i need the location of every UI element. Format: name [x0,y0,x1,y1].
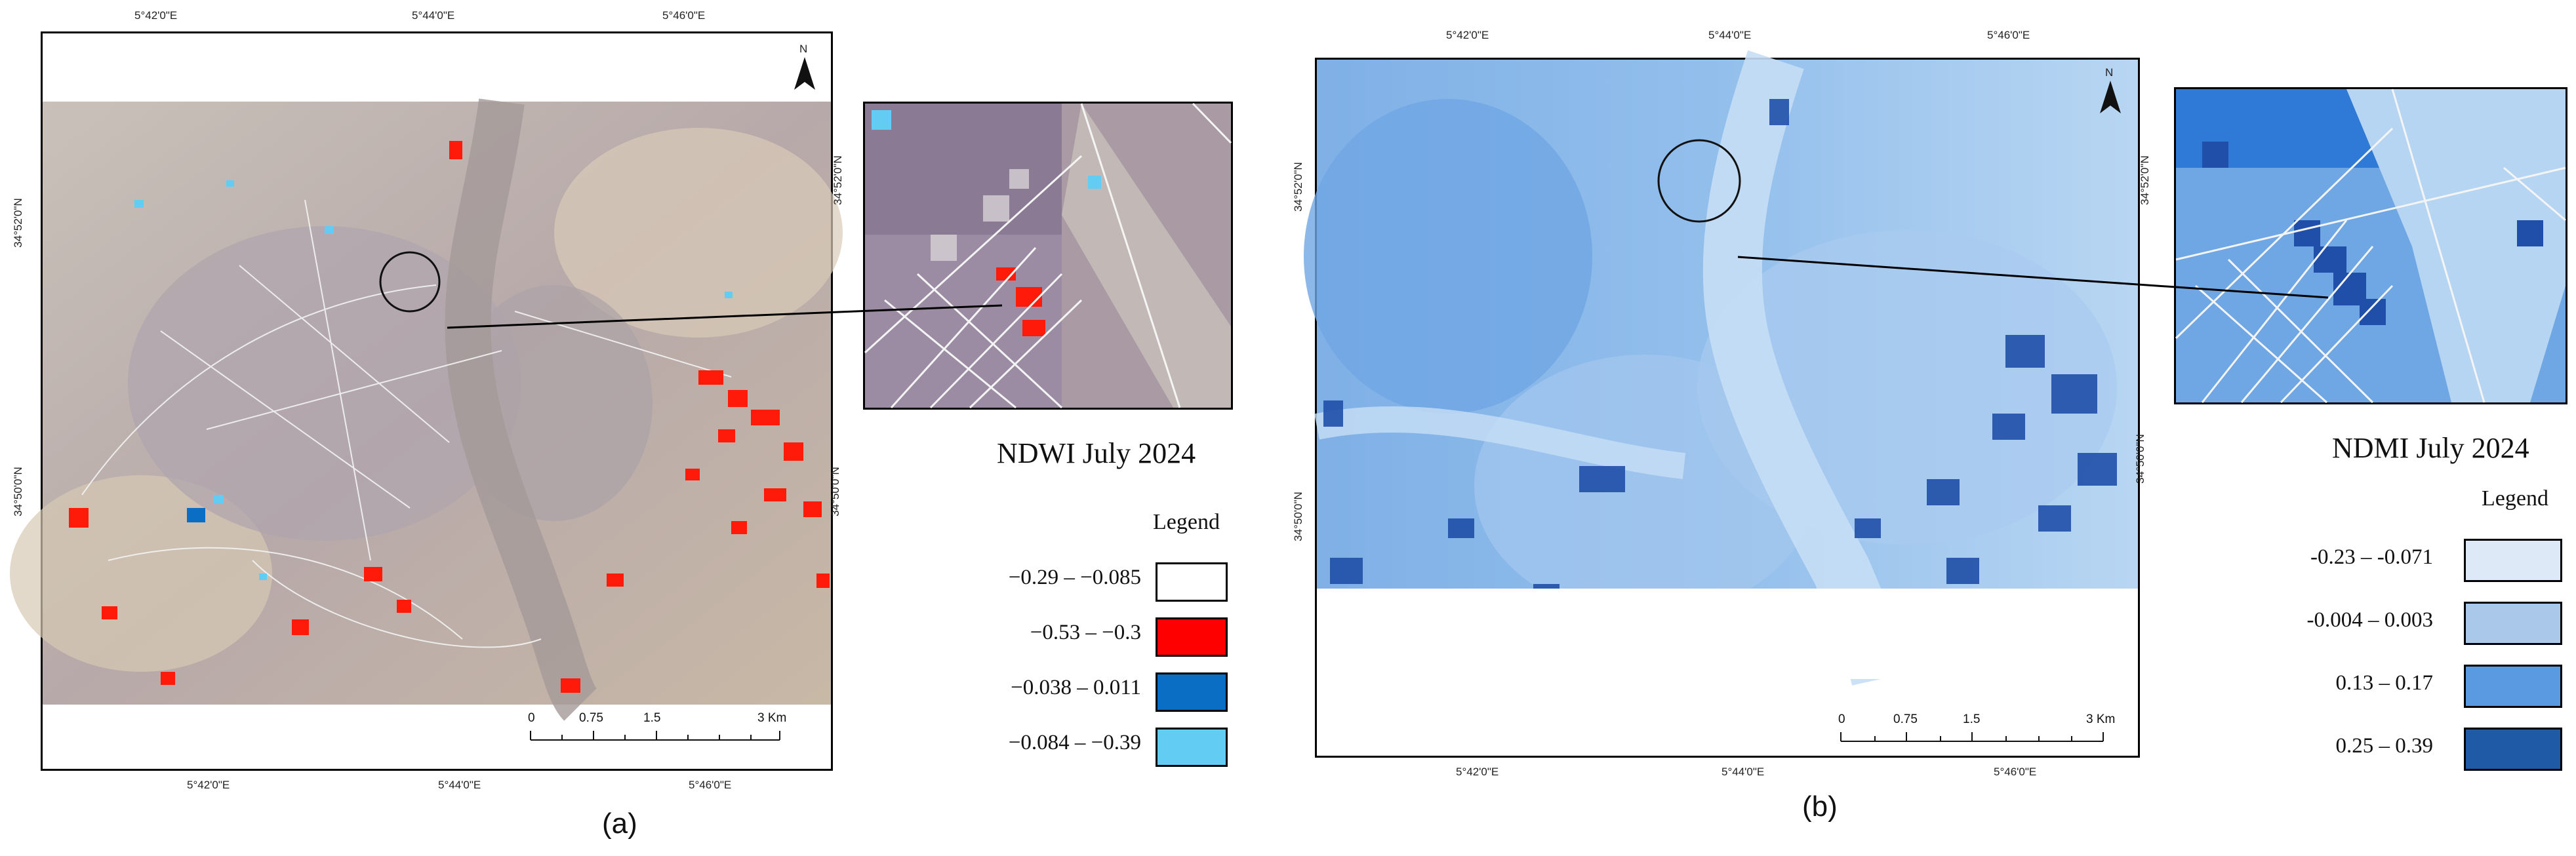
scale-mark-1: 0.75 [579,711,603,725]
scale-mark-3: 3 Km [2086,712,2116,726]
ndmi-legend-label-4: 0.25 – 0.39 [2335,734,2434,758]
left-tick-2: 34°50'0"N [11,467,24,516]
bottom-tick-3: 5°46'0"E [689,779,732,791]
inset-right-tick: 34°52'0"N [2138,155,2151,205]
ndwi-map-title: NDWI July 2024 [997,437,1196,469]
left-tick-1: 34°52'0"N [1291,162,1304,212]
ndmi-map-frame: N 0 0.75 1.5 3 Km [1304,50,2140,758]
ndmi-map-title: NDMI July 2024 [2332,432,2529,464]
north-arrow-icon [794,57,815,90]
ndmi-legend-label-2: -0.004 – 0.003 [2306,608,2434,632]
bottom-tick-3: 5°46'0"E [1994,766,2037,778]
right-tick-1: 34°50'0"N [828,467,841,516]
top-tick-1: 5°42'0"E [134,9,178,22]
ndmi-inset-image [2175,88,2566,404]
top-tick-2: 5°44'0"E [1708,29,1752,41]
ndwi-legend-label-4: −0.084 – −0.39 [1008,731,1141,754]
panel-b-label: (b) [1802,790,1838,823]
ndmi-satellite-image [1304,50,2138,686]
top-tick-3: 5°46'0"E [1987,29,2030,41]
ndwi-legend-swatch-4 [1156,728,1228,767]
north-label: N [799,43,808,55]
scale-mark-0: 0 [528,711,535,725]
ndwi-inset-frame [863,102,1233,410]
ndwi-legend-label-2: −0.53 – −0.3 [1030,621,1141,644]
ndwi-legend-heading: Legend [1153,510,1220,534]
bottom-tick-2: 5°44'0"E [1721,766,1765,778]
ndwi-legend-swatch-2 [1156,617,1228,657]
ndmi-legend-swatch-4 [2464,728,2562,771]
ndmi-legend-swatch-3 [2464,665,2562,708]
zoom-connector-line [447,304,1003,329]
ndwi-legend-swatch-1 [1156,562,1228,602]
ndmi-inset-frame [2174,87,2567,404]
top-tick-3: 5°46'0"E [662,9,706,22]
north-label: N [2105,66,2114,79]
ndwi-inset-image [864,102,1232,409]
ndwi-legend-label-1: −0.29 – −0.085 [1008,566,1141,589]
bottom-tick-1: 5°42'0"E [187,779,230,791]
left-tick-2: 34°50'0"N [1291,492,1304,541]
scale-bar: 0 0.75 1.5 3 Km [528,711,790,750]
inset-right-tick: 34°52'0"N [831,155,844,205]
north-arrow: N [792,43,818,95]
scale-mark-3: 3 Km [757,711,787,725]
left-tick-1: 34°52'0"N [11,198,24,248]
ndmi-legend-label-1: -0.23 – -0.071 [2310,545,2433,569]
ndmi-legend-swatch-2 [2464,602,2562,645]
scale-bar-line [1840,732,2104,742]
ndwi-map-frame: N 0 0.75 1.5 3 Km [10,31,843,771]
scale-bar-line [530,731,780,741]
ndwi-legend-swatch-3 [1156,672,1228,712]
north-arrow-icon [2100,81,2121,113]
north-arrow: N [2097,66,2123,119]
top-tick-2: 5°44'0"E [412,9,455,22]
scale-mark-2: 1.5 [643,711,661,725]
zoom-connector-line [1737,256,2329,299]
bottom-tick-1: 5°42'0"E [1456,766,1499,778]
scale-mark-2: 1.5 [1963,712,1981,726]
scale-bar: 0 0.75 1.5 3 Km [1838,712,2116,752]
bottom-tick-2: 5°44'0"E [438,779,481,791]
ndmi-legend-heading: Legend [2482,486,2548,511]
ndwi-satellite-image [10,98,843,721]
top-tick-1: 5°42'0"E [1446,29,1489,41]
scale-mark-1: 0.75 [1893,712,1918,726]
ndmi-legend-swatch-1 [2464,539,2562,582]
scale-mark-0: 0 [1838,712,1845,726]
ndwi-legend-label-3: −0.038 – 0.011 [1011,676,1141,699]
ndmi-legend-label-3: 0.13 – 0.17 [2335,671,2434,695]
right-tick-1: 34°50'0"N [2133,434,2146,484]
panel-a-label: (a) [602,807,637,840]
